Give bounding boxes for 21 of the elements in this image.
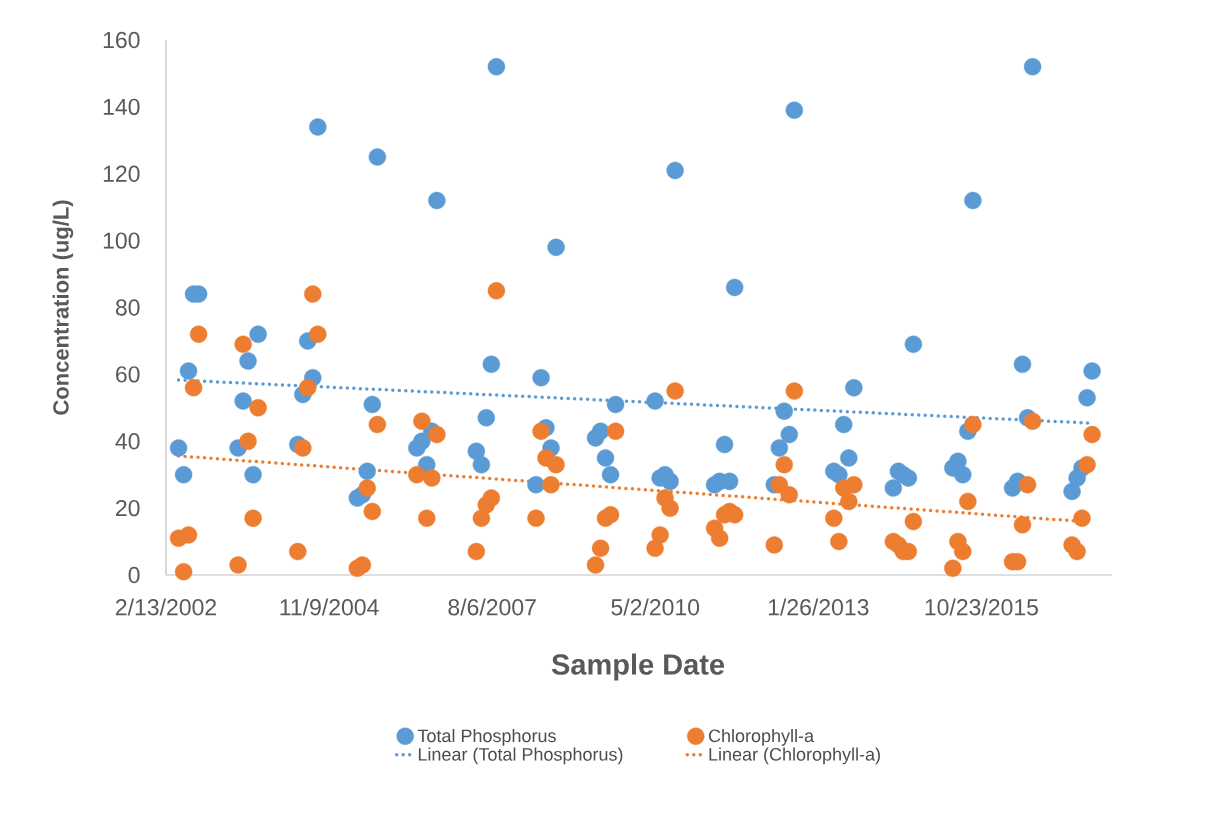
x-tick-label: 2/13/2002 xyxy=(116,598,216,616)
y-tick-label: 60 xyxy=(116,366,140,383)
legend-label: Total Phosphorus xyxy=(417,728,556,746)
x-tick-label: 5/2/2010 xyxy=(611,598,700,616)
legend-label: Chlorophyll-a xyxy=(708,728,815,746)
y-tick-label: 120 xyxy=(103,165,140,182)
y-tick-label: 140 xyxy=(103,98,140,116)
legend-label: Linear (Chlorophyll-a) xyxy=(709,747,880,765)
y-axis-title: Concentration (ug/L) xyxy=(52,200,74,415)
x-tick-label: 1/26/2013 xyxy=(768,598,869,616)
y-tick-label: 160 xyxy=(103,31,140,49)
y-tick-label: 80 xyxy=(115,299,140,316)
x-tick-label: 8/6/2007 xyxy=(448,598,536,616)
x-tick-label: 11/9/2004 xyxy=(280,598,379,616)
x-axis-title: Sample Date xyxy=(551,653,725,681)
y-tick-label: 100 xyxy=(103,232,140,249)
x-tick-label: 10/23/2015 xyxy=(925,598,1038,616)
y-tick-label: 40 xyxy=(115,433,140,450)
legend-label: Linear (Total Phosphorus) xyxy=(418,747,623,765)
y-tick-label: 0 xyxy=(128,566,140,584)
y-tick-label: 20 xyxy=(116,499,140,517)
